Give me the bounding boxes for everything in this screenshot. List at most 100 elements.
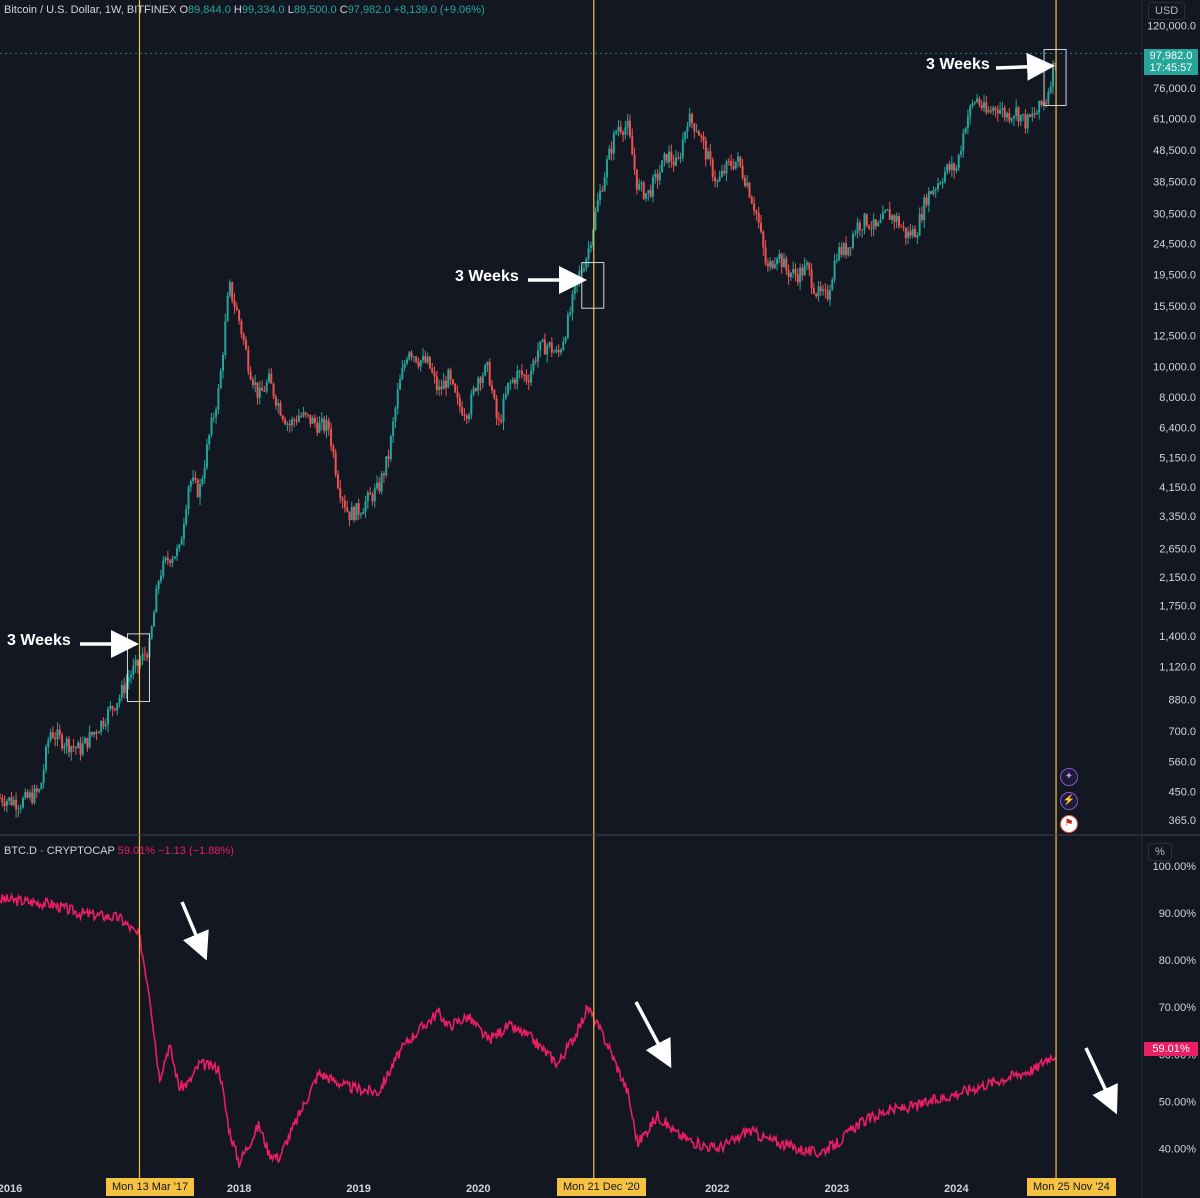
candle-body bbox=[999, 109, 1002, 114]
candle-body bbox=[463, 414, 466, 416]
candle-body bbox=[718, 176, 721, 182]
candle-body bbox=[97, 732, 100, 734]
candle-body bbox=[479, 377, 482, 384]
downtrend-arrow bbox=[634, 1001, 672, 1069]
candle-body bbox=[766, 263, 769, 267]
currency-unit-button[interactable]: USD bbox=[1148, 2, 1186, 20]
candle-body bbox=[649, 189, 652, 197]
candle-body bbox=[40, 782, 43, 790]
candle-body bbox=[663, 153, 666, 161]
candle-body bbox=[382, 473, 385, 476]
candle-body bbox=[578, 271, 581, 279]
candle-body bbox=[288, 423, 291, 426]
candle-body bbox=[539, 341, 542, 351]
candle-body bbox=[442, 380, 445, 390]
candle-body bbox=[313, 417, 316, 424]
candle-body bbox=[1026, 114, 1029, 129]
candle-body bbox=[474, 388, 477, 391]
price-tick-label: 8,000.0 bbox=[1159, 392, 1196, 404]
candle-body bbox=[10, 797, 13, 805]
dominance-header[interactable]: BTC.D · CRYPTOCAP 59.01% −1.13 (−1.88%) bbox=[4, 845, 234, 857]
symbol-header[interactable]: Bitcoin / U.S. Dollar, 1W, BITFINEX O89,… bbox=[4, 4, 485, 16]
candle-body bbox=[858, 222, 861, 231]
candle-body bbox=[417, 362, 420, 367]
candle-body bbox=[842, 243, 845, 255]
candle-body bbox=[309, 414, 312, 424]
candle-body bbox=[116, 703, 119, 711]
candle-body bbox=[293, 419, 296, 421]
candle-body bbox=[500, 420, 503, 422]
candle-body bbox=[392, 421, 395, 437]
candle-body bbox=[787, 270, 790, 277]
candle-body bbox=[300, 415, 303, 417]
candle-body bbox=[1035, 112, 1038, 115]
candle-body bbox=[695, 131, 698, 133]
candle-body bbox=[953, 163, 956, 171]
candle-body bbox=[964, 128, 967, 134]
annotation-label-2: 3 Weeks bbox=[455, 268, 519, 285]
us-flag-icon[interactable]: ⚑ bbox=[1060, 815, 1078, 833]
candle-body bbox=[833, 260, 836, 280]
dominance-price-tag: 59.01% bbox=[1144, 1042, 1198, 1056]
candle-body bbox=[486, 362, 489, 366]
candle-body bbox=[228, 282, 231, 296]
candle-body bbox=[799, 267, 802, 283]
time-tick-label: 2024 bbox=[944, 1183, 969, 1195]
time-tick-label: 2019 bbox=[346, 1183, 370, 1195]
candle-body bbox=[971, 103, 974, 106]
candle-body bbox=[286, 423, 289, 425]
candle-body bbox=[656, 173, 659, 181]
candle-body bbox=[341, 498, 344, 501]
price-tick-label: 2,650.0 bbox=[1159, 543, 1196, 555]
candle-body bbox=[405, 359, 408, 364]
candle-body bbox=[495, 398, 498, 419]
candle-body bbox=[399, 379, 402, 390]
candle-body bbox=[550, 342, 553, 353]
candle-body bbox=[130, 674, 133, 678]
candle-body bbox=[58, 729, 61, 735]
candle-body bbox=[1054, 62, 1057, 65]
candle-body bbox=[61, 734, 64, 749]
candle-body bbox=[948, 164, 951, 171]
candle-body bbox=[587, 248, 590, 259]
candle-body bbox=[265, 382, 268, 392]
ohlc-key-h: H bbox=[230, 4, 242, 16]
candle-body bbox=[1028, 114, 1031, 117]
candle-body bbox=[281, 415, 284, 420]
candle-body bbox=[15, 800, 18, 810]
price-tick-label: 4,150.0 bbox=[1159, 482, 1196, 494]
candle-body bbox=[996, 109, 999, 114]
candle-body bbox=[610, 148, 613, 154]
candle-body bbox=[70, 746, 73, 753]
candle-body bbox=[38, 789, 41, 792]
candle-body bbox=[481, 375, 484, 384]
candle-body bbox=[895, 216, 898, 222]
candle-body bbox=[380, 473, 383, 492]
candle-body bbox=[989, 110, 992, 112]
candle-body bbox=[419, 360, 422, 367]
dominance-tick-label: 90.00% bbox=[1159, 908, 1197, 920]
candle-body bbox=[472, 388, 475, 395]
candle-body bbox=[353, 507, 356, 521]
candle-body bbox=[709, 151, 712, 160]
time-tick-label: 2018 bbox=[227, 1183, 251, 1195]
candle-body bbox=[5, 800, 8, 806]
candle-body bbox=[272, 383, 275, 397]
candle-body bbox=[723, 171, 726, 174]
candle-body bbox=[323, 418, 326, 432]
candle-body bbox=[796, 274, 799, 283]
candle-body bbox=[1024, 114, 1027, 129]
candle-body bbox=[81, 743, 84, 755]
candle-body bbox=[267, 373, 270, 383]
percent-unit-button[interactable]: % bbox=[1148, 843, 1172, 861]
candle-body bbox=[79, 742, 82, 755]
lightning-icon[interactable]: ⚡ bbox=[1060, 792, 1078, 810]
candle-body bbox=[63, 746, 66, 749]
candle-body bbox=[1045, 102, 1048, 104]
candle-body bbox=[364, 501, 367, 512]
candle-body bbox=[635, 169, 638, 190]
candle-body bbox=[681, 139, 684, 158]
star-icon[interactable]: ✦ bbox=[1060, 768, 1078, 786]
candle-body bbox=[881, 212, 884, 220]
